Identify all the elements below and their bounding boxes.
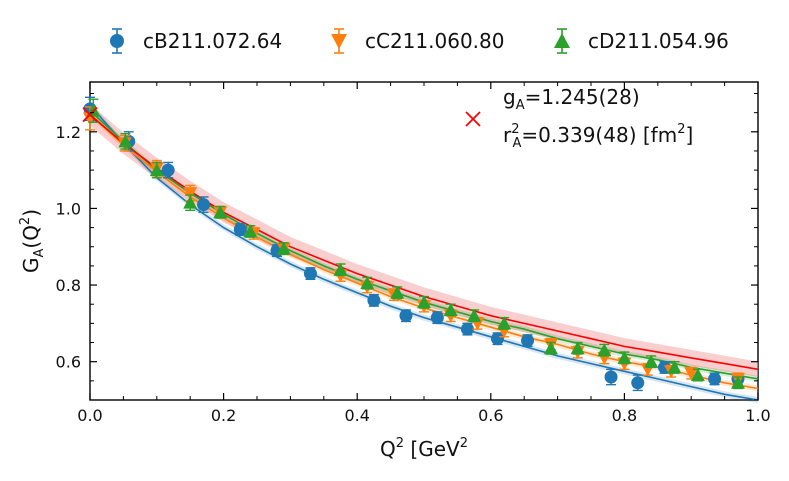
y-axis-label-sub: A (32, 249, 47, 258)
point-cD-3 (183, 195, 198, 209)
legend-cD-label: cD211.054.96 (588, 29, 729, 53)
point-cD-15 (570, 341, 585, 355)
point-cD-13 (497, 316, 512, 330)
point-cD-14 (543, 341, 558, 355)
point-cB-4 (233, 223, 247, 237)
x-tick-label-5: 1.0 (745, 406, 770, 425)
x-axis-label-sup: 2 (396, 436, 404, 451)
x-tick-label-3: 0.6 (478, 406, 503, 425)
point-cB-7 (367, 293, 381, 307)
point-cD-2 (149, 163, 164, 177)
axis-ticks-layer: 0.0 0.2 0.4 0.6 0.8 1.0 0.6 0.8 1.0 1.2 (56, 82, 771, 425)
point-cD-10 (417, 295, 431, 309)
y-axis-label-close: ) (19, 209, 43, 217)
point-cB-14 (631, 376, 645, 390)
y-tick-label-2: 1.0 (56, 199, 81, 218)
x-axis-label-q: Q (380, 437, 396, 461)
y-tick-label-1: 0.8 (56, 276, 81, 295)
y-axis-label-sup: 2 (18, 217, 33, 225)
point-cB-9 (430, 311, 444, 325)
data-points-layer (82, 96, 745, 392)
legend-entry-cB: cB211.072.64 (110, 28, 282, 54)
x-tick-label-4: 0.8 (612, 406, 637, 425)
y-tick-label-0: 0.6 (56, 353, 81, 372)
annotation-gA-line: gA=1.245(28) (503, 85, 640, 113)
legend-entry-cC: cC211.060.80 (331, 28, 504, 54)
point-cD-11 (443, 302, 458, 316)
point-cB-6 (303, 267, 317, 281)
fit-annotation: gA=1.245(28) r2 A=0.339(48) [fm2] (465, 85, 693, 151)
annotation-gA-sub: A (516, 98, 525, 113)
point-cD-16 (597, 343, 612, 357)
x-tick-label-0: 0.0 (77, 406, 102, 425)
legend-entry-cD: cD211.054.96 (554, 28, 729, 54)
x-axis-label-unit: [GeV (404, 437, 460, 461)
point-cD-20 (690, 368, 705, 382)
point-cD-18 (644, 354, 659, 368)
point-cB-8 (399, 309, 413, 323)
legend: cB211.072.64 cC211.060.80 cD211.054.96 (110, 28, 729, 54)
x-tick-label-1: 0.2 (211, 406, 236, 425)
point-cB-2 (161, 163, 175, 177)
legend-cC-label: cC211.060.80 (365, 29, 504, 53)
point-cB-16 (708, 372, 722, 386)
fit-line-cD (89, 110, 759, 380)
point-cB-10 (460, 322, 474, 336)
annotation-gA-value: =1.245(28) (525, 85, 640, 109)
point-cD-6 (276, 241, 291, 255)
continuum-fit-line (89, 113, 759, 371)
point-cC-20 (684, 367, 699, 381)
point-cD-4 (213, 205, 228, 219)
point-cB-11 (490, 332, 504, 346)
point-cD-12 (467, 308, 482, 322)
point-cD-17 (617, 350, 632, 364)
fit-band-cD (90, 107, 758, 382)
annotation-rA-line: r2 A=0.339(48) [fm2] (503, 122, 693, 151)
legend-cB-marker (110, 34, 124, 48)
point-cD-19 (667, 360, 682, 374)
annotation-rA-close: ] (685, 123, 693, 147)
point-cD-1 (118, 134, 133, 148)
point-cC-3 (183, 187, 198, 201)
annotation-rA-sub: A (513, 136, 522, 151)
y-tick-label-3: 1.2 (56, 123, 81, 142)
point-cD-21 (730, 375, 745, 389)
point-cB-3 (197, 198, 211, 212)
point-cD-5 (243, 224, 258, 238)
annotation-rA-sup: 2 (511, 122, 519, 137)
y-axis-label-g: G (19, 258, 43, 274)
point-cD-8 (360, 276, 375, 290)
continuum-band-layer (90, 101, 758, 404)
y-axis-label-open: (Q (19, 225, 43, 249)
annotation-rA-value: =0.339(48) [fm (521, 123, 677, 147)
x-axis-label: Q2 [GeV2 (380, 436, 468, 461)
point-cD-7 (333, 262, 348, 276)
y-axis-label: GA(Q2) (18, 209, 47, 273)
point-cD-9 (390, 285, 405, 299)
annotation-x-marker-b (465, 111, 481, 127)
legend-cD-marker (554, 33, 570, 48)
x-tick-label-2: 0.4 (344, 406, 369, 425)
point-cB-12 (521, 334, 535, 348)
point-cB-13 (604, 370, 618, 384)
continuum-point-b (82, 106, 98, 123)
x-axis-label-unit-sup: 2 (460, 436, 468, 451)
annotation-rA-symbol: r (503, 123, 512, 147)
annotation-rA-unit-sup: 2 (677, 122, 685, 137)
annotation-gA-symbol: g (503, 85, 516, 109)
legend-cB-label: cB211.072.64 (143, 29, 282, 53)
legend-cC-marker (331, 34, 347, 49)
